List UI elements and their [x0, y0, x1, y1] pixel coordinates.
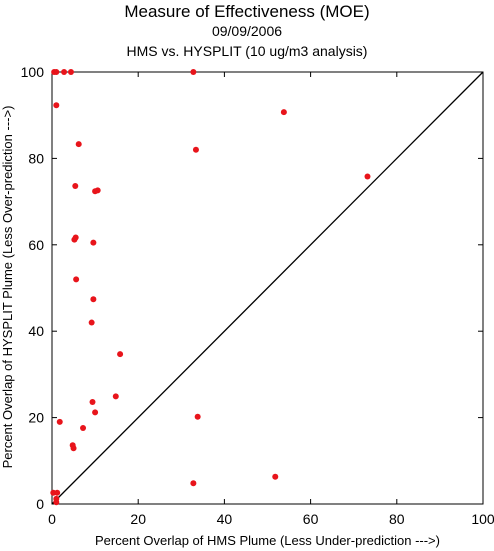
- plot-frame: [51, 71, 484, 505]
- data-point: [194, 413, 201, 420]
- y-tick-label: 20: [28, 410, 44, 426]
- data-point: [190, 69, 197, 75]
- y-axis-label: Percent Overlap of HYSPLIT Plume (Less O…: [0, 106, 15, 469]
- data-point: [53, 499, 60, 506]
- y-tick-label: 40: [28, 323, 44, 339]
- data-point: [280, 109, 287, 116]
- data-point: [190, 480, 197, 487]
- y-tick-label: 80: [28, 150, 44, 166]
- y-tick-label: 100: [21, 64, 45, 80]
- x-axis-label: Percent Overlap of HMS Plume (Less Under…: [95, 533, 440, 548]
- data-point: [88, 319, 95, 326]
- data-point: [61, 69, 68, 75]
- data-point: [80, 424, 87, 431]
- tick-labels: 0 20 40 60 80 100 0 20 40 60 80 100: [21, 64, 494, 527]
- data-points: [50, 69, 371, 506]
- data-point: [90, 239, 97, 246]
- data-point: [92, 409, 99, 416]
- y-tick-label: 60: [28, 237, 44, 253]
- data-point: [75, 141, 82, 148]
- x-tick-label: 0: [48, 511, 56, 527]
- data-point: [117, 351, 124, 358]
- x-tick-label: 80: [389, 511, 405, 527]
- reference-line-layer: [51, 71, 484, 505]
- data-point: [90, 296, 97, 303]
- data-point: [73, 276, 80, 283]
- x-tick-label: 100: [471, 511, 494, 527]
- data-point: [94, 187, 101, 194]
- data-point: [53, 102, 60, 109]
- data-point: [364, 173, 371, 180]
- y-tick-label: 0: [36, 496, 44, 512]
- data-point: [272, 473, 279, 480]
- data-point: [112, 393, 119, 400]
- x-tick-label: 20: [130, 511, 146, 527]
- data-point: [56, 418, 63, 425]
- data-point: [71, 236, 78, 243]
- data-point: [54, 489, 61, 496]
- chart-subtitle: HMS vs. HYSPLIT (10 ug/m3 analysis): [126, 43, 368, 59]
- chart-title: Measure of Effectiveness (MOE): [124, 2, 370, 21]
- x-tick-label: 40: [217, 511, 233, 527]
- x-tick-label: 60: [303, 511, 319, 527]
- one-to-one-line: [51, 71, 484, 505]
- data-point: [89, 399, 96, 406]
- data-point: [67, 69, 74, 75]
- data-point: [192, 146, 199, 153]
- chart-date: 09/09/2006: [211, 23, 283, 39]
- data-point: [72, 183, 79, 190]
- data-point: [53, 69, 60, 75]
- data-point: [70, 445, 77, 452]
